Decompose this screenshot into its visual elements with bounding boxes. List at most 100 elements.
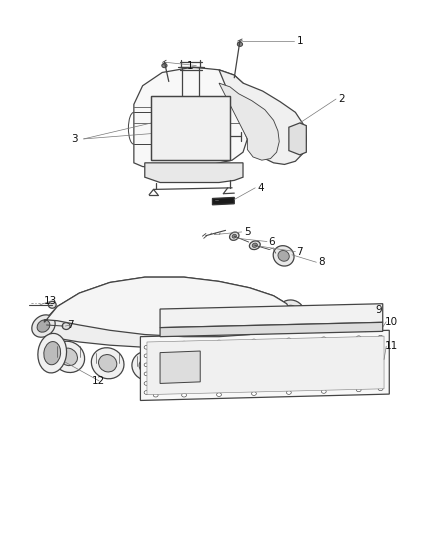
Ellipse shape bbox=[378, 379, 383, 383]
Ellipse shape bbox=[378, 335, 383, 339]
Ellipse shape bbox=[249, 241, 260, 249]
Ellipse shape bbox=[286, 391, 291, 394]
Ellipse shape bbox=[252, 358, 269, 371]
Polygon shape bbox=[219, 83, 279, 160]
Ellipse shape bbox=[259, 311, 266, 316]
Polygon shape bbox=[160, 322, 383, 337]
Ellipse shape bbox=[283, 305, 299, 320]
Polygon shape bbox=[160, 351, 200, 383]
Text: 8: 8 bbox=[318, 257, 325, 267]
Ellipse shape bbox=[182, 393, 187, 397]
Ellipse shape bbox=[144, 354, 149, 358]
Ellipse shape bbox=[38, 333, 67, 373]
Ellipse shape bbox=[362, 306, 369, 312]
Ellipse shape bbox=[346, 308, 353, 313]
Ellipse shape bbox=[99, 354, 117, 372]
Ellipse shape bbox=[215, 359, 236, 374]
Ellipse shape bbox=[246, 346, 279, 377]
Ellipse shape bbox=[59, 348, 78, 366]
Ellipse shape bbox=[212, 313, 226, 323]
Ellipse shape bbox=[254, 352, 272, 370]
Ellipse shape bbox=[44, 342, 60, 365]
Ellipse shape bbox=[217, 393, 221, 397]
Ellipse shape bbox=[153, 343, 158, 347]
Ellipse shape bbox=[144, 363, 149, 367]
Ellipse shape bbox=[153, 393, 158, 397]
Ellipse shape bbox=[232, 313, 241, 320]
Ellipse shape bbox=[62, 322, 70, 329]
Ellipse shape bbox=[148, 375, 154, 379]
Ellipse shape bbox=[286, 338, 291, 342]
Ellipse shape bbox=[273, 246, 294, 266]
Polygon shape bbox=[44, 277, 291, 337]
Ellipse shape bbox=[148, 386, 154, 391]
FancyBboxPatch shape bbox=[151, 96, 230, 160]
Text: 6: 6 bbox=[268, 237, 275, 247]
Ellipse shape bbox=[144, 382, 149, 385]
Text: 11: 11 bbox=[385, 341, 398, 351]
Ellipse shape bbox=[171, 351, 204, 381]
Ellipse shape bbox=[251, 339, 256, 343]
Text: 5: 5 bbox=[244, 227, 251, 237]
Ellipse shape bbox=[312, 369, 318, 374]
Ellipse shape bbox=[216, 357, 235, 373]
Polygon shape bbox=[212, 197, 234, 205]
Ellipse shape bbox=[132, 351, 165, 381]
Ellipse shape bbox=[251, 392, 256, 395]
Polygon shape bbox=[145, 163, 243, 182]
Ellipse shape bbox=[144, 391, 149, 394]
Ellipse shape bbox=[321, 390, 326, 393]
Ellipse shape bbox=[278, 358, 291, 368]
Ellipse shape bbox=[202, 312, 209, 318]
Ellipse shape bbox=[178, 358, 196, 374]
Ellipse shape bbox=[312, 357, 318, 362]
Ellipse shape bbox=[252, 243, 258, 247]
Polygon shape bbox=[219, 70, 306, 165]
Ellipse shape bbox=[144, 345, 149, 349]
Ellipse shape bbox=[237, 42, 243, 46]
Ellipse shape bbox=[347, 367, 353, 372]
Ellipse shape bbox=[364, 308, 371, 313]
Ellipse shape bbox=[37, 320, 50, 332]
Ellipse shape bbox=[205, 370, 211, 375]
Text: 1: 1 bbox=[187, 61, 194, 70]
Ellipse shape bbox=[278, 300, 304, 326]
Ellipse shape bbox=[378, 368, 383, 372]
Text: 9: 9 bbox=[375, 305, 381, 315]
Text: 4: 4 bbox=[257, 183, 264, 193]
Ellipse shape bbox=[278, 251, 289, 261]
Ellipse shape bbox=[286, 310, 292, 315]
Polygon shape bbox=[147, 336, 384, 394]
Polygon shape bbox=[289, 123, 306, 155]
Polygon shape bbox=[141, 330, 389, 400]
Ellipse shape bbox=[378, 358, 383, 361]
Ellipse shape bbox=[230, 232, 239, 240]
Ellipse shape bbox=[32, 315, 55, 337]
Polygon shape bbox=[44, 277, 291, 348]
Text: 3: 3 bbox=[71, 134, 78, 144]
Ellipse shape bbox=[378, 347, 383, 351]
Ellipse shape bbox=[232, 235, 237, 238]
Ellipse shape bbox=[315, 308, 324, 315]
Ellipse shape bbox=[357, 336, 361, 340]
Ellipse shape bbox=[217, 340, 221, 344]
Ellipse shape bbox=[52, 341, 85, 373]
Ellipse shape bbox=[176, 313, 183, 319]
Text: 2: 2 bbox=[338, 94, 345, 104]
Text: 13: 13 bbox=[44, 296, 57, 306]
Ellipse shape bbox=[205, 382, 211, 387]
Text: 10: 10 bbox=[385, 317, 398, 327]
Ellipse shape bbox=[48, 301, 56, 308]
Ellipse shape bbox=[321, 337, 326, 341]
Ellipse shape bbox=[162, 63, 167, 68]
Ellipse shape bbox=[357, 388, 361, 392]
Text: 7: 7 bbox=[297, 247, 303, 256]
Ellipse shape bbox=[182, 341, 187, 345]
Text: 12: 12 bbox=[92, 376, 106, 386]
Text: 7: 7 bbox=[67, 320, 74, 330]
Text: 1: 1 bbox=[297, 36, 303, 45]
Ellipse shape bbox=[378, 387, 383, 391]
Ellipse shape bbox=[209, 350, 242, 379]
Ellipse shape bbox=[139, 358, 157, 374]
Polygon shape bbox=[160, 304, 383, 328]
